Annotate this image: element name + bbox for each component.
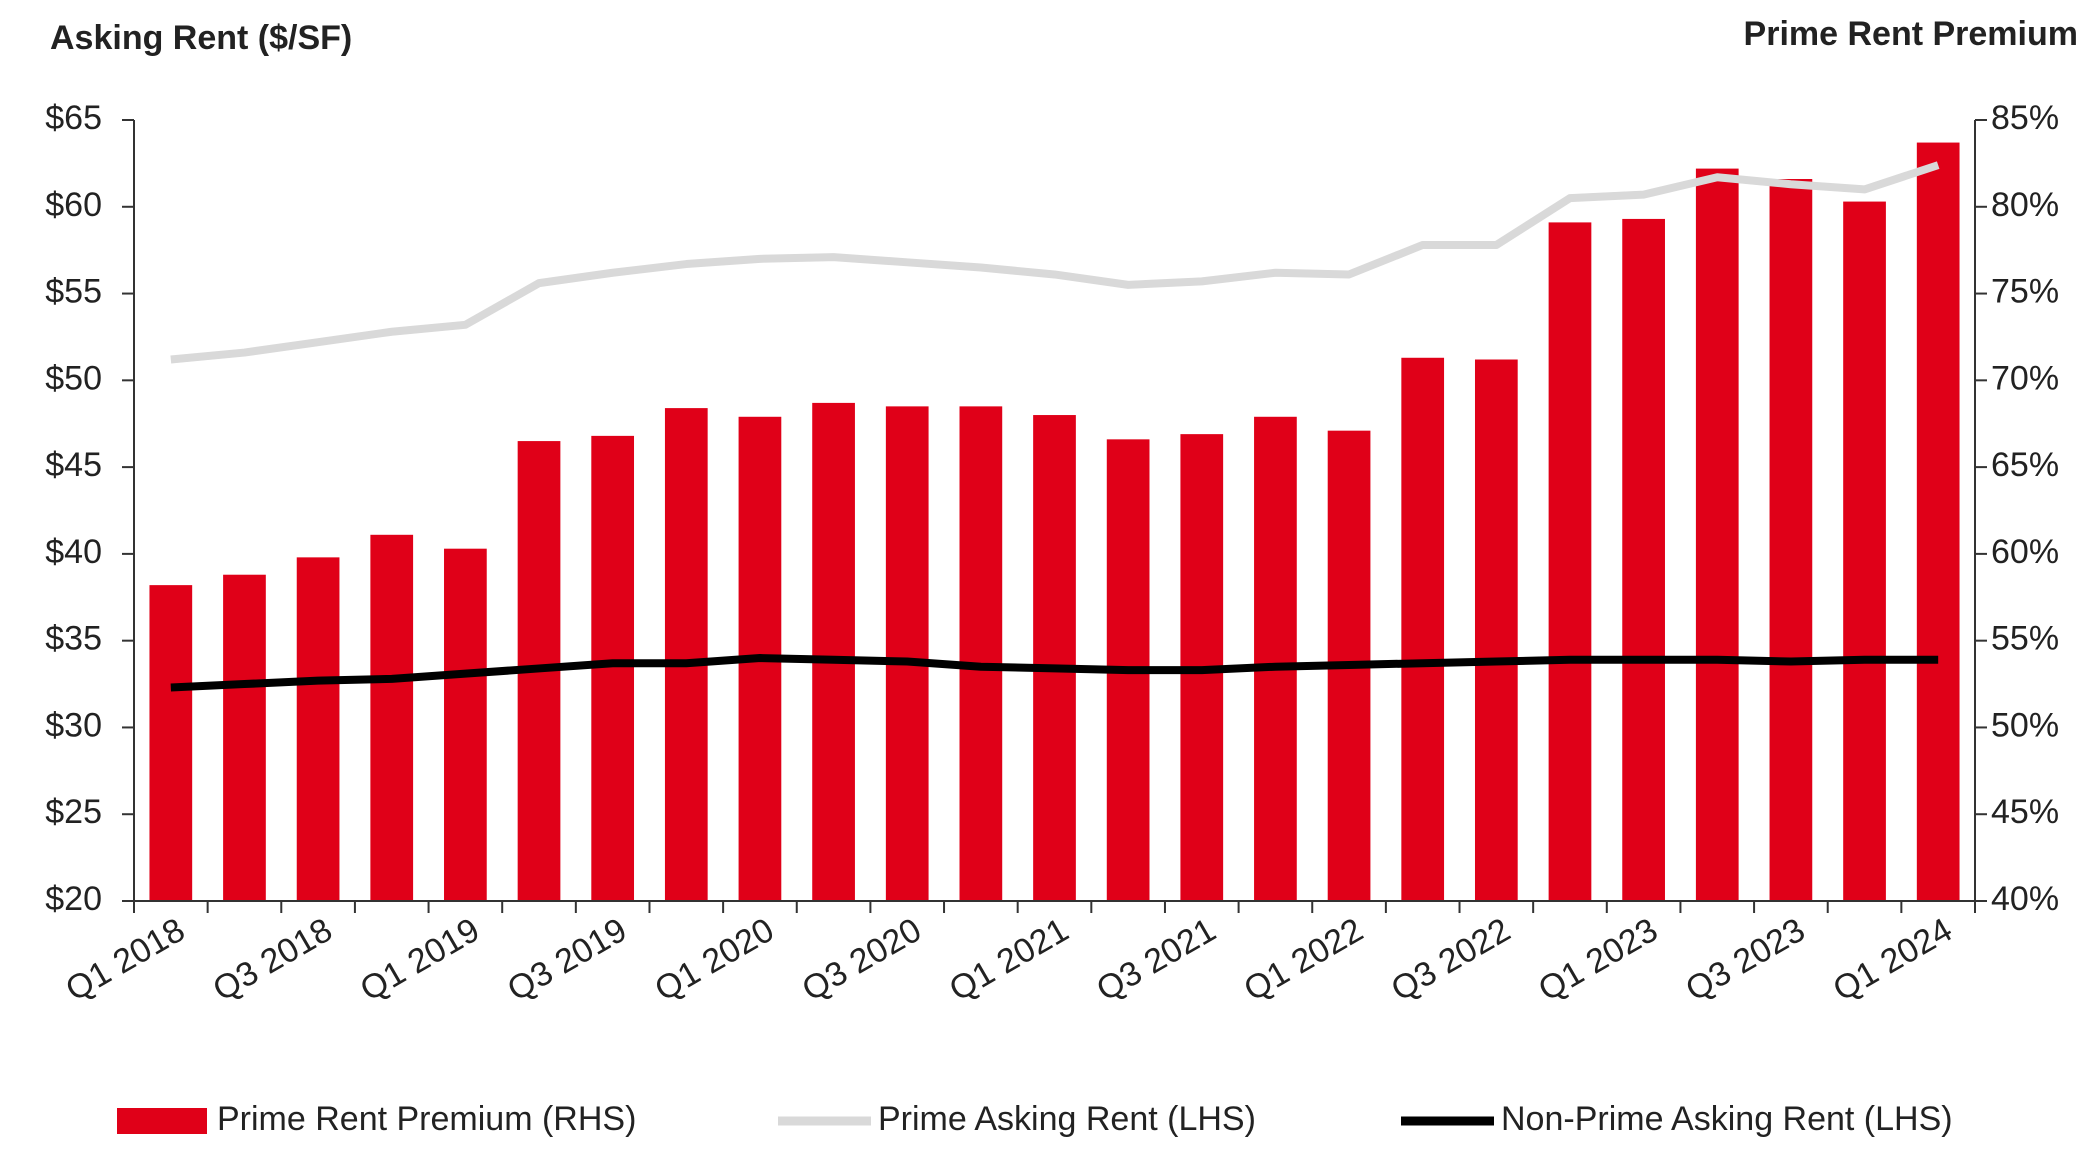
bar [1769,179,1813,901]
x-tick-label: Q1 2021 [943,911,1075,1009]
line [170,654,1939,692]
bar [370,534,414,901]
bar [664,408,708,901]
x-tick-label: Q3 2023 [1679,911,1811,1009]
x-tick-label: Q3 2020 [796,911,928,1009]
legend-label: Non-Prime Asking Rent (LHS) [1501,1100,1953,1138]
x-tick-label: Q1 2020 [648,911,780,1009]
right-axis-title: Prime Rent Premium [1744,15,2078,53]
y2-tick-label: 85% [1991,99,2059,137]
x-tick-label: Q1 2019 [354,911,486,1009]
y-tick-label: $35 [45,620,102,658]
bar [1033,415,1076,901]
x-tick-label: Q1 2022 [1238,911,1370,1009]
bar [1695,168,1739,901]
x-tick-label: Q3 2022 [1385,911,1517,1009]
bar [1843,201,1886,901]
bar [1474,359,1518,901]
bar [444,548,487,901]
y-tick-label: $55 [45,273,102,311]
x-tick-label: Q3 2019 [501,911,633,1009]
line [170,161,1940,364]
y-tick-label: $45 [45,446,102,484]
bar [223,574,266,901]
legend-swatch [117,1108,207,1134]
y2-tick-label: 75% [1991,273,2059,311]
x-tick-label: Q1 2024 [1827,911,1959,1009]
bar [296,557,340,901]
y-tick-label: $25 [45,793,102,831]
bar [1548,222,1592,902]
y2-tick-label: 60% [1991,533,2059,571]
bar [149,585,193,901]
bar [885,406,929,901]
y2-tick-label: 50% [1991,706,2059,744]
x-tick-label: Q1 2018 [59,911,191,1009]
bar [1916,142,1960,901]
legend-label: Prime Rent Premium (RHS) [217,1100,636,1138]
bar [1254,416,1297,901]
x-tick-label: Q3 2018 [207,911,339,1009]
y-tick-label: $60 [45,186,102,224]
y2-tick-label: 40% [1991,880,2059,918]
x-tick-label: Q1 2023 [1532,911,1664,1009]
y-tick-label: $40 [45,533,102,571]
bar [591,435,635,901]
y-tick-label: $65 [45,99,102,137]
bar [812,402,855,901]
y-tick-label: $20 [45,880,102,918]
y2-tick-label: 45% [1991,793,2059,831]
x-tick-label: Q3 2021 [1090,911,1222,1009]
y2-tick-label: 70% [1991,359,2059,397]
left-axis-title: Asking Rent ($/SF) [50,19,352,57]
y-tick-label: $30 [45,706,102,744]
bar [1622,218,1665,902]
y-tick-label: $50 [45,359,102,397]
legend-label: Prime Asking Rent (LHS) [878,1100,1256,1138]
bar [1401,357,1445,901]
bar [959,406,1003,901]
y2-tick-label: 55% [1991,620,2059,658]
y2-tick-label: 65% [1991,446,2059,484]
y2-tick-label: 80% [1991,186,2059,224]
